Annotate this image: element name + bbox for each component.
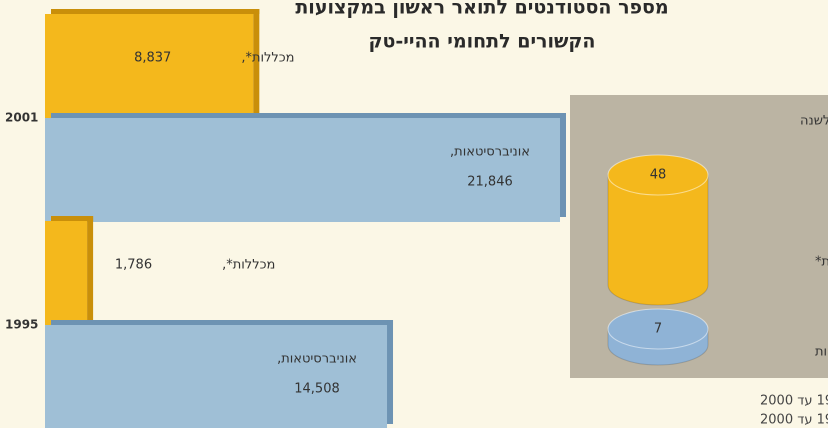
bar-bevel: [51, 216, 94, 221]
cylinder-top: [607, 154, 709, 196]
value-label: 1,786: [115, 258, 152, 273]
value-label: 7: [654, 321, 662, 336]
category-label: אוניברסיטאות: [815, 345, 828, 360]
bar: [45, 14, 254, 118]
y-tick-label: 1995: [5, 318, 38, 332]
bar-side: [87, 216, 94, 320]
bar: [45, 118, 560, 222]
bar-label: מכללות*,: [222, 258, 275, 273]
bar-bevel: [51, 113, 566, 118]
bar-side: [253, 9, 260, 113]
bar: [45, 221, 88, 325]
bar-side: [387, 320, 394, 424]
bar: [45, 325, 388, 428]
cylinder: [607, 174, 709, 306]
panel-title: גידול אחוזים לשנה: [800, 114, 828, 129]
chart-title: הקשורים לתחומי ההיי-טק: [369, 31, 596, 53]
note: במכללות מ-1996 עד 2000: [760, 413, 828, 428]
cylinder-top: [607, 308, 709, 350]
bar-bevel: [51, 320, 394, 325]
note: באוניברסיטאות מ-1995 עד 2000: [760, 394, 828, 409]
bar-bevel: [51, 9, 260, 14]
bar-label: אוניברסיטאות,: [450, 145, 530, 160]
category-label: מכללות*: [815, 255, 828, 270]
value-label: 48: [650, 168, 667, 183]
chart-title: מספר הסטודנטים לתואר ראשון במקצועות: [295, 0, 668, 19]
value-label: 21,846: [467, 175, 513, 190]
bar-label: מכללות*,: [241, 51, 294, 66]
y-tick-label: 2001: [5, 111, 38, 125]
bar-side: [560, 113, 566, 217]
value-label: 14,508: [294, 382, 340, 397]
value-label: 8,837: [134, 51, 171, 66]
bar-label: אוניברסיטאות,: [277, 352, 357, 367]
